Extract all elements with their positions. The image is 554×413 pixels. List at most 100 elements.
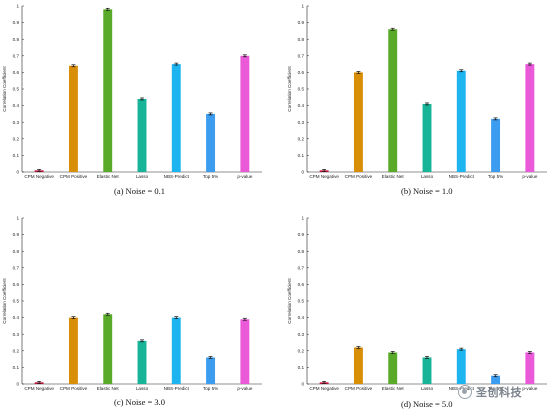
- bar: [171, 317, 181, 384]
- y-tick-label: 0.8: [13, 37, 20, 42]
- y-tick-label: 0.6: [298, 70, 305, 75]
- bar: [388, 29, 398, 172]
- y-tick-label: 0.4: [13, 315, 20, 320]
- y-tick-label: 0.7: [13, 265, 20, 270]
- y-tick-label: 0.9: [298, 20, 305, 25]
- y-tick-label: 0.8: [13, 249, 20, 254]
- y-tick-label: 0.5: [13, 299, 20, 304]
- chart-panel-b: 0 0.1 0.2 0.3 0.4 0.5 0.6 0.7 0.8 0.9 1 Correlation…: [285, 0, 554, 200]
- bar: [240, 55, 250, 172]
- y-tick-label: 0.3: [298, 120, 305, 125]
- bar: [422, 103, 432, 172]
- y-tick-label: 1: [301, 216, 304, 221]
- x-tick-label: Lasso: [421, 386, 434, 391]
- y-tick-label: 0.1: [298, 365, 305, 370]
- bar: [103, 9, 113, 172]
- bar: [137, 340, 147, 384]
- y-tick-label: 0.4: [13, 103, 20, 108]
- y-tick-label: 0.4: [298, 103, 305, 108]
- y-axis-label: Correlation Coefficient: [2, 66, 7, 112]
- y-axis-label: Correlation Coefficient: [287, 66, 292, 112]
- bar: [68, 317, 78, 384]
- x-tick-label: NBS-Predict: [449, 174, 475, 179]
- bar: [388, 352, 398, 384]
- y-tick-label: 0.2: [13, 136, 20, 141]
- y-tick-label: 0.9: [13, 232, 20, 237]
- bar: [456, 70, 466, 172]
- bar-chart-c: 0 0.1 0.2 0.3 0.4 0.5 0.6 0.7 0.8 0.9 1 Correlation…: [2, 216, 262, 391]
- bar: [206, 113, 216, 172]
- y-tick-label: 0.1: [13, 153, 20, 158]
- bar: [353, 347, 363, 384]
- x-tick-label: Top 5%: [488, 174, 503, 179]
- y-tick-label: 0.2: [13, 348, 20, 353]
- watermark-text: 圣创科技: [476, 386, 522, 399]
- x-tick-label: CPM Negative: [309, 174, 339, 179]
- x-tick-label: Elastic Net: [97, 386, 120, 391]
- y-tick-label: 0.2: [298, 348, 305, 353]
- chart-caption-a: (a) Noise = 0.1: [114, 186, 166, 196]
- y-tick-label: 0.5: [298, 299, 305, 304]
- x-tick-label: Top 5%: [203, 174, 218, 179]
- y-tick-label: 0.8: [298, 37, 305, 42]
- chart-caption-d: (d) Noise = 5.0: [401, 399, 453, 409]
- bar: [240, 319, 250, 384]
- y-tick-label: 0.3: [13, 332, 20, 337]
- y-tick-label: 0.9: [13, 20, 20, 25]
- y-tick-label: 0.1: [13, 365, 20, 370]
- x-tick-label: CPM Negative: [24, 174, 54, 179]
- bar: [103, 314, 113, 384]
- y-tick-label: 0: [301, 170, 304, 175]
- x-tick-label: Top 5%: [203, 386, 218, 391]
- bar-chart-a: 0 0.1 0.2 0.3 0.4 0.5 0.6 0.7 0.8 0.9 1 Correlation…: [2, 4, 262, 179]
- y-tick-label: 0.4: [298, 315, 305, 320]
- bar: [491, 118, 501, 172]
- chart-panel-a: 0 0.1 0.2 0.3 0.4 0.5 0.6 0.7 0.8 0.9 1 Correlation…: [0, 0, 270, 200]
- bar: [206, 357, 216, 384]
- y-tick-label: 0.6: [298, 282, 305, 287]
- x-tick-label: Lasso: [136, 386, 149, 391]
- y-axis-label: Correlation Coefficient: [2, 278, 7, 324]
- x-tick-label: Lasso: [136, 174, 149, 179]
- bar: [456, 349, 466, 384]
- x-tick-label: CPM Negative: [309, 386, 339, 391]
- bar: [137, 98, 147, 172]
- y-tick-label: 0.5: [298, 87, 305, 92]
- y-tick-label: 0.7: [298, 53, 305, 58]
- y-tick-label: 0.3: [298, 332, 305, 337]
- bar: [171, 64, 181, 172]
- y-tick-label: 0.6: [13, 282, 20, 287]
- x-tick-label: p-value: [237, 386, 253, 391]
- x-tick-label: Lasso: [421, 174, 434, 179]
- x-tick-label: CPM Positive: [60, 174, 88, 179]
- x-tick-label: p-value: [522, 174, 538, 179]
- chart-caption-c: (c) Noise = 3.0: [114, 397, 166, 407]
- bar: [525, 64, 535, 172]
- x-tick-label: CPM Positive: [345, 174, 373, 179]
- y-tick-label: 0: [301, 382, 304, 387]
- y-tick-label: 1: [301, 4, 304, 9]
- y-tick-label: 1: [16, 4, 19, 9]
- y-tick-label: 0.7: [13, 53, 20, 58]
- x-tick-label: NBS-Predict: [164, 174, 190, 179]
- y-axis-label: Correlation Coefficient: [287, 278, 292, 324]
- bar-chart-b: 0 0.1 0.2 0.3 0.4 0.5 0.6 0.7 0.8 0.9 1 Correlation…: [287, 4, 547, 179]
- y-tick-label: 0.9: [298, 232, 305, 237]
- chart-panel-c: 0 0.1 0.2 0.3 0.4 0.5 0.6 0.7 0.8 0.9 1 Correlation…: [0, 212, 270, 413]
- bar-chart-d: 0 0.1 0.2 0.3 0.4 0.5 0.6 0.7 0.8 0.9 1 Correlation…: [287, 216, 547, 391]
- x-tick-label: CPM Negative: [24, 386, 54, 391]
- wechat-icon: [458, 385, 472, 399]
- y-tick-label: 0: [16, 170, 19, 175]
- x-tick-label: Top 5%: [488, 386, 503, 391]
- bar: [525, 352, 535, 384]
- y-tick-label: 0.7: [298, 265, 305, 270]
- bar: [353, 72, 363, 172]
- bar: [491, 375, 501, 384]
- y-tick-label: 0.2: [298, 136, 305, 141]
- bar: [422, 357, 432, 384]
- x-tick-label: Elastic Net: [382, 386, 405, 391]
- y-tick-label: 1: [16, 216, 19, 221]
- x-tick-label: p-value: [237, 174, 253, 179]
- y-tick-label: 0.1: [298, 153, 305, 158]
- x-tick-label: Elastic Net: [382, 174, 405, 179]
